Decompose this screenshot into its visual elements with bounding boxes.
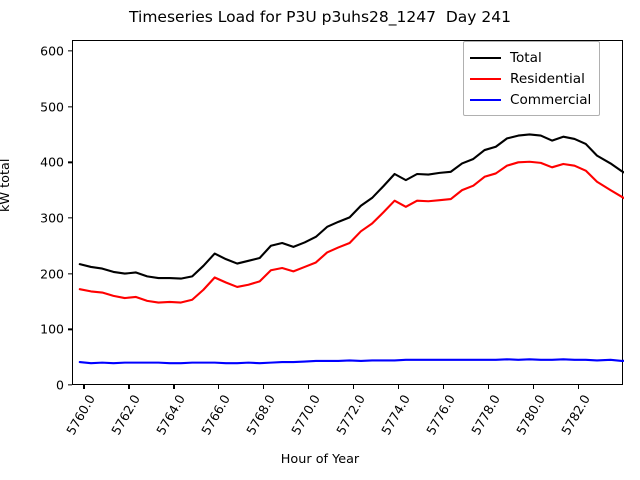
x-tick-label: 5768.0 (243, 392, 279, 438)
legend-swatch-residential (470, 77, 501, 80)
x-tick-mark (443, 385, 445, 389)
x-tick-label: 5776.0 (423, 392, 459, 438)
legend-swatch-commercial (470, 98, 501, 101)
legend-item-commercial[interactable]: Commercial (470, 89, 591, 110)
y-tick-mark (68, 217, 72, 219)
x-tick-mark (218, 385, 220, 389)
chart-legend: Total Residential Commercial (463, 41, 601, 116)
x-tick-label: 5774.0 (378, 392, 414, 438)
y-tick-label: 200 (40, 266, 64, 282)
legend-label: Total (510, 49, 542, 66)
y-tick-label: 300 (40, 210, 64, 226)
x-tick-label: 5760.0 (63, 392, 99, 438)
series-line-commercial (78, 358, 624, 365)
y-axis-label: kW total (0, 158, 13, 212)
x-tick-label: 5778.0 (468, 392, 504, 438)
legend-item-total[interactable]: Total (470, 47, 591, 68)
x-tick-label: 5762.0 (108, 392, 144, 438)
x-tick-label: 5772.0 (333, 392, 369, 438)
x-tick-mark (533, 385, 535, 389)
x-tick-mark (488, 385, 490, 389)
y-tick-label: 500 (40, 99, 64, 115)
plot-lines (78, 133, 624, 365)
x-tick-label: 5782.0 (558, 392, 594, 438)
x-axis-label: Hour of Year (280, 452, 360, 467)
chart-title: Timeseries Load for P3U p3uhs28_1247 Day… (129, 8, 511, 26)
y-tick-label: 0 (56, 377, 64, 393)
legend-label: Commercial (510, 91, 592, 108)
x-tick-mark (263, 385, 265, 389)
x-tick-label: 5780.0 (513, 392, 549, 438)
y-tick-mark (68, 273, 72, 275)
legend-item-residential[interactable]: Residential (470, 68, 591, 89)
legend-swatch-total (470, 56, 501, 59)
x-tick-mark (128, 385, 130, 389)
x-tick-mark (173, 385, 175, 389)
x-tick-label: 5766.0 (198, 392, 234, 438)
x-tick-mark (353, 385, 355, 389)
x-tick-mark (308, 385, 310, 389)
x-tick-mark (578, 385, 580, 389)
y-tick-mark (68, 384, 72, 386)
y-tick-mark (68, 106, 72, 108)
x-tick-mark (398, 385, 400, 389)
y-tick-mark (68, 328, 72, 330)
series-line-total (78, 133, 624, 280)
series-line-residential (78, 160, 624, 304)
y-tick-label: 400 (40, 154, 64, 170)
y-tick-mark (68, 50, 72, 52)
y-tick-mark (68, 161, 72, 164)
legend-label: Residential (510, 70, 585, 87)
x-tick-mark (83, 385, 85, 389)
y-tick-label: 100 (40, 321, 64, 337)
x-tick-label: 5770.0 (288, 392, 324, 438)
x-tick-label: 5764.0 (153, 392, 189, 438)
y-tick-label: 600 (40, 43, 64, 59)
